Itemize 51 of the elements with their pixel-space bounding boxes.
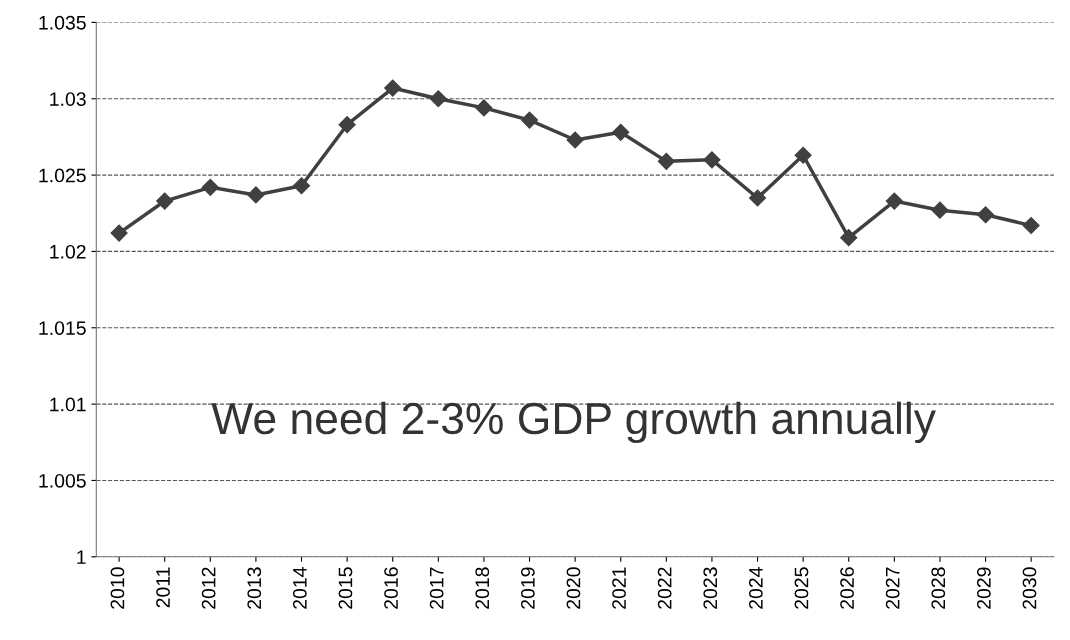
point xyxy=(840,229,858,247)
x-tick-label: 2029 xyxy=(977,567,991,609)
x-tick-label: 2026 xyxy=(840,567,854,609)
x-tick-label: 2014 xyxy=(292,567,307,609)
x-tick-label: 2030 xyxy=(1022,567,1037,609)
point xyxy=(885,192,903,210)
x-tick-label: 2023 xyxy=(703,567,718,609)
point xyxy=(657,152,675,170)
y-tick-label: 1.035 xyxy=(39,15,86,30)
x-tick-label: 2024 xyxy=(748,567,763,609)
y-tick-label: 1 xyxy=(77,550,86,564)
point xyxy=(201,178,219,196)
y-tick-label: 1.02 xyxy=(50,244,86,259)
x-tick-label: 2020 xyxy=(566,567,581,609)
point xyxy=(931,201,949,219)
x-tick-label: 2022 xyxy=(657,567,672,609)
point xyxy=(566,131,584,149)
point xyxy=(338,116,356,134)
x-tick-label: 2011 xyxy=(156,567,170,608)
point xyxy=(748,189,767,207)
point xyxy=(384,79,402,97)
x-tick-label: 2025 xyxy=(794,567,809,609)
x-tick-label: 2012 xyxy=(201,567,216,609)
point xyxy=(794,146,812,164)
x-tick-label: 2027 xyxy=(885,567,900,609)
x-tick-label: 2018 xyxy=(475,567,490,609)
point xyxy=(475,99,493,117)
x-tick-label: 2015 xyxy=(338,567,353,609)
point xyxy=(156,192,174,210)
point xyxy=(612,123,630,141)
x-tick-label: 2010 xyxy=(110,567,125,609)
point xyxy=(429,90,447,108)
x-tick-label: 2016 xyxy=(384,567,398,609)
point xyxy=(110,224,128,242)
y-tick-label: 1.015 xyxy=(39,321,86,336)
point xyxy=(247,186,265,204)
x-tick-label: 2019 xyxy=(520,567,535,609)
x-tick-label: 2017 xyxy=(429,567,444,609)
y-tick-label: 1.005 xyxy=(39,473,86,488)
x-tick-label: 2021 xyxy=(612,567,626,609)
y-tick-label: 1.03 xyxy=(50,92,86,106)
x-tick-label: 2013 xyxy=(247,567,262,609)
x-tick-label: 2028 xyxy=(931,567,946,609)
point xyxy=(1022,216,1040,235)
point xyxy=(520,111,539,129)
y-tick-label: 1.01 xyxy=(50,397,86,412)
point xyxy=(703,151,721,169)
annotation: We need 2-3% GDP growth annually xyxy=(211,401,936,444)
point xyxy=(292,177,311,195)
point xyxy=(976,206,995,224)
y-tick-label: 1.025 xyxy=(39,168,86,183)
